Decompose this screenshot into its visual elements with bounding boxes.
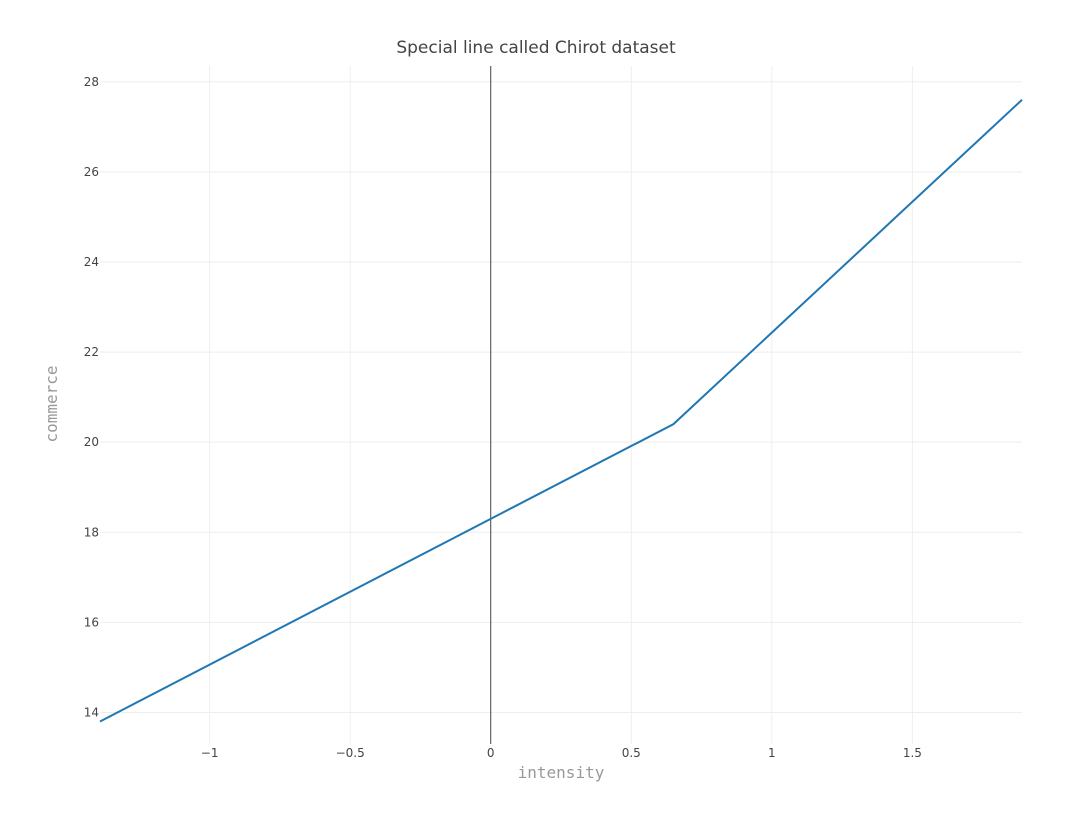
y-tick-label: 20 bbox=[84, 435, 99, 449]
y-gridlines bbox=[100, 81, 1022, 713]
x-tick-label: −1 bbox=[201, 746, 219, 760]
y-axis-title: commerce bbox=[42, 365, 61, 442]
y-tick-label: 16 bbox=[84, 615, 99, 629]
series-line bbox=[99, 99, 1023, 723]
x-tick-label: −0.5 bbox=[336, 746, 365, 760]
y-tick-label: 26 bbox=[84, 165, 99, 179]
x-tick-label: 1 bbox=[768, 746, 776, 760]
chart-title: Special line called Chirot dataset bbox=[396, 38, 676, 58]
y-tick-label: 22 bbox=[84, 345, 99, 359]
y-tick-label: 28 bbox=[84, 75, 99, 89]
x-tick-label: 1.5 bbox=[903, 746, 922, 760]
y-tick-label: 24 bbox=[84, 255, 99, 269]
x-tick-labels: −1 −0.5 0 0.5 1 1.5 bbox=[201, 746, 922, 760]
x-gridlines bbox=[209, 66, 913, 744]
y-tick-labels: 14 16 18 20 22 24 26 28 bbox=[84, 75, 99, 720]
y-tick-label: 18 bbox=[84, 525, 99, 539]
y-tick-label: 14 bbox=[84, 705, 99, 719]
x-axis-title: intensity bbox=[518, 763, 605, 782]
series-group bbox=[99, 99, 1023, 723]
x-tick-label: 0 bbox=[487, 746, 495, 760]
x-tick-label: 0.5 bbox=[622, 746, 641, 760]
